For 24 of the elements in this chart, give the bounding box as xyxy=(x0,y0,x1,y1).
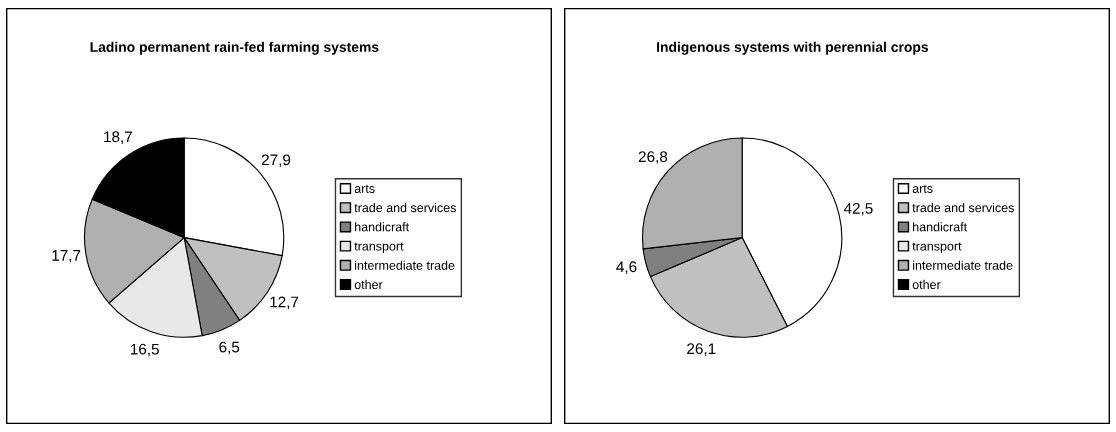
legend-label: arts xyxy=(354,184,375,193)
legend-label: trade and services xyxy=(354,202,456,213)
legend-label: handicraft xyxy=(355,222,410,232)
legend-label: arts xyxy=(912,184,933,193)
legend-label: transport xyxy=(354,242,404,254)
data-label: 17,7 xyxy=(52,250,81,263)
data-label: 12,7 xyxy=(270,296,299,310)
data-label: 26,1 xyxy=(687,343,716,356)
data-label: 42,5 xyxy=(843,202,873,216)
data-label: 4,6 xyxy=(616,261,637,274)
legend-label: intermediate trade xyxy=(355,260,455,270)
data-label: 16,5 xyxy=(131,343,159,357)
chart-title: Ladino permanent rain-fed farming systems xyxy=(90,41,379,55)
data-label: 27,9 xyxy=(261,154,291,167)
legend-label: handicraft xyxy=(913,222,968,232)
legend-label: other xyxy=(912,279,941,290)
chart-title: Indigenous systems with perennial crops xyxy=(657,41,929,55)
data-label: 6,5 xyxy=(219,341,240,355)
legend-label: transport xyxy=(912,242,962,254)
legend-label: intermediate trade xyxy=(913,260,1013,270)
data-label: 26,8 xyxy=(638,151,668,164)
legend-label: trade and services xyxy=(912,202,1014,213)
data-label: 18,7 xyxy=(104,131,132,144)
legend-label: other xyxy=(354,279,383,290)
